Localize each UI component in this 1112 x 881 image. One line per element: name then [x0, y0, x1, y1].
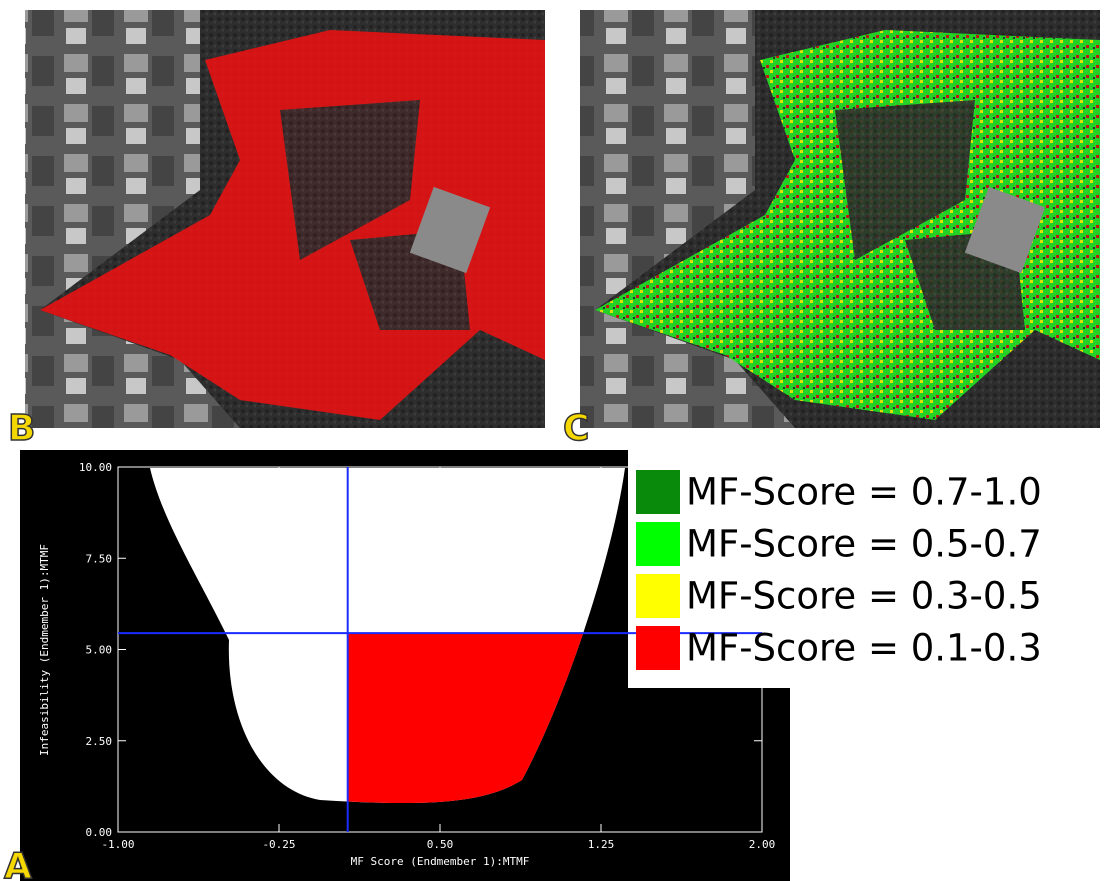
x-axis-label: MF Score (Endmember 1):MTMF [351, 855, 530, 868]
y-tick-label: 5.00 [86, 644, 113, 657]
legend-label: MF-Score = 0.1-0.3 [686, 627, 1042, 670]
y-tick-label: 2.50 [86, 735, 113, 748]
legend-label: MF-Score = 0.5-0.7 [686, 523, 1042, 566]
legend-swatch [636, 626, 680, 670]
y-tick-label: 0.00 [86, 826, 113, 839]
y-axis-label: Infeasibility (Endmember 1):MTMF [38, 544, 51, 756]
figure: B C MF Score (Endmember 1):MTMF Infeasib… [0, 0, 1112, 881]
legend-swatch [636, 574, 680, 618]
x-tick-label: 1.25 [588, 838, 615, 851]
x-tick-label: 0.50 [427, 838, 454, 851]
x-tick-label: 2.00 [749, 838, 776, 851]
legend-label: MF-Score = 0.7-1.0 [686, 471, 1042, 514]
panel-label: A [4, 846, 32, 881]
legend-label: MF-Score = 0.3-0.5 [686, 575, 1042, 618]
panel-label: C [563, 408, 589, 449]
legend-swatch [636, 470, 680, 514]
map-b: B [8, 10, 545, 449]
x-tick-label: -1.00 [101, 838, 134, 851]
y-tick-label: 10.00 [79, 461, 112, 474]
map-c: C [563, 10, 1100, 449]
panel-label: B [8, 408, 35, 449]
legend-swatch [636, 522, 680, 566]
x-tick-label: -0.25 [262, 838, 295, 851]
y-tick-label: 7.50 [86, 552, 113, 565]
